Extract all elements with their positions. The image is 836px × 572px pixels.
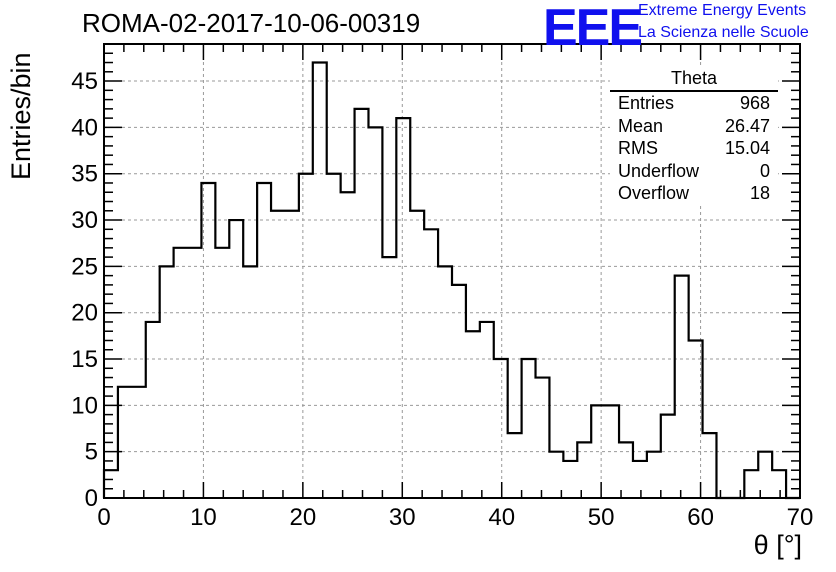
histogram-bin	[104, 470, 118, 498]
logo-subtitle-line2: La Scienza nelle Scuole	[638, 24, 809, 41]
y-axis-label: Entries/bin	[6, 52, 36, 180]
y-tick-label: 25	[71, 253, 98, 280]
histogram-bin	[132, 387, 146, 498]
x-tick-label: 50	[588, 504, 615, 531]
histogram-bin	[452, 285, 466, 498]
histogram-bin	[424, 229, 438, 498]
stats-label: Mean	[618, 115, 664, 136]
histogram-bin	[285, 211, 299, 498]
axis-tick-labels: 0 10 20 30 40 50 60 70 0 5 10 15 20 25 30 35 40 45	[71, 68, 813, 531]
stats-label: Entries	[618, 93, 675, 113]
y-tick-label: 5	[85, 439, 98, 466]
stats-row-rms: RMS 15.04	[610, 137, 778, 160]
histogram-bin	[410, 211, 424, 498]
stats-row-entries: Entries 968	[610, 92, 778, 115]
histogram-bin	[563, 461, 577, 498]
histogram-bin	[257, 183, 271, 498]
histogram-bin	[174, 248, 188, 498]
y-tick-label: 10	[71, 392, 98, 419]
x-tick-label: 40	[488, 504, 515, 531]
stats-label: RMS	[618, 138, 658, 158]
y-tick-label: 40	[71, 114, 98, 141]
histogram-outline	[102, 61, 800, 500]
histogram-bin	[355, 109, 369, 498]
histogram-bin	[661, 415, 675, 498]
histogram-bin	[508, 433, 522, 498]
histogram-bin	[160, 266, 174, 498]
logo-subtitle-line1: Extreme Energy Events	[638, 2, 807, 19]
stats-row-mean: Mean 26.47	[610, 115, 778, 138]
histogram-bin	[744, 470, 758, 498]
histogram-bin	[619, 442, 633, 498]
y-tick-label: 20	[71, 300, 98, 327]
histogram-bin	[675, 276, 689, 498]
histogram-bin	[633, 461, 647, 498]
histogram-bin	[647, 452, 661, 498]
y-tick-label: 45	[71, 68, 98, 95]
histogram-bin	[215, 248, 229, 498]
x-tick-label: 60	[687, 504, 714, 531]
x-tick-label: 0	[97, 504, 110, 531]
axis-ticks	[103, 43, 801, 499]
stats-label: Underflow	[618, 160, 700, 181]
x-tick-label: 10	[190, 504, 217, 531]
x-tick-label: 20	[290, 504, 317, 531]
histogram-bars	[102, 61, 800, 500]
stats-value: 18	[749, 183, 770, 203]
stats-row-overflow: Overflow 18	[610, 182, 778, 205]
stats-title: Theta	[610, 68, 778, 92]
stats-label: Overflow	[618, 183, 690, 203]
histogram-bin	[299, 174, 313, 498]
histogram-bin	[271, 211, 285, 498]
y-tick-label: 30	[71, 207, 98, 234]
histogram-bin	[494, 359, 508, 498]
histogram-bin	[577, 442, 591, 498]
stats-value: 0	[759, 160, 770, 181]
y-tick-label: 15	[71, 346, 98, 373]
stats-value: 26.47	[724, 115, 770, 136]
x-tick-label: 70	[787, 504, 814, 531]
stats-value: 15.04	[724, 138, 770, 158]
y-tick-label: 0	[85, 485, 98, 512]
plot-frame	[103, 43, 801, 499]
y-tick-label: 35	[71, 161, 98, 188]
histogram-bin	[382, 257, 396, 498]
histogram-bin	[243, 266, 257, 498]
stats-box: Theta Entries 968 Mean 26.47 RMS 15.04 U…	[610, 68, 778, 205]
x-axis-label: θ [°]	[753, 530, 802, 560]
histogram-bin	[522, 359, 536, 498]
x-tick-label: 30	[389, 504, 416, 531]
eee-logo: EEE	[543, 0, 643, 57]
histogram-bin	[327, 174, 341, 498]
stats-row-underflow: Underflow 0	[610, 160, 778, 183]
histogram-bin	[396, 118, 410, 498]
histogram-bin	[146, 322, 160, 498]
histogram-bin	[438, 266, 452, 498]
chart-title: ROMA-02-2017-10-06-00319	[82, 8, 421, 38]
histogram-bin	[480, 322, 494, 498]
histogram-bin	[703, 433, 717, 498]
histogram-bin	[466, 331, 480, 498]
histogram-bin	[536, 378, 550, 498]
histogram-bin	[772, 470, 786, 498]
stats-value: 968	[739, 93, 770, 113]
histogram-bin	[118, 387, 132, 498]
histogram-bin	[188, 248, 202, 498]
